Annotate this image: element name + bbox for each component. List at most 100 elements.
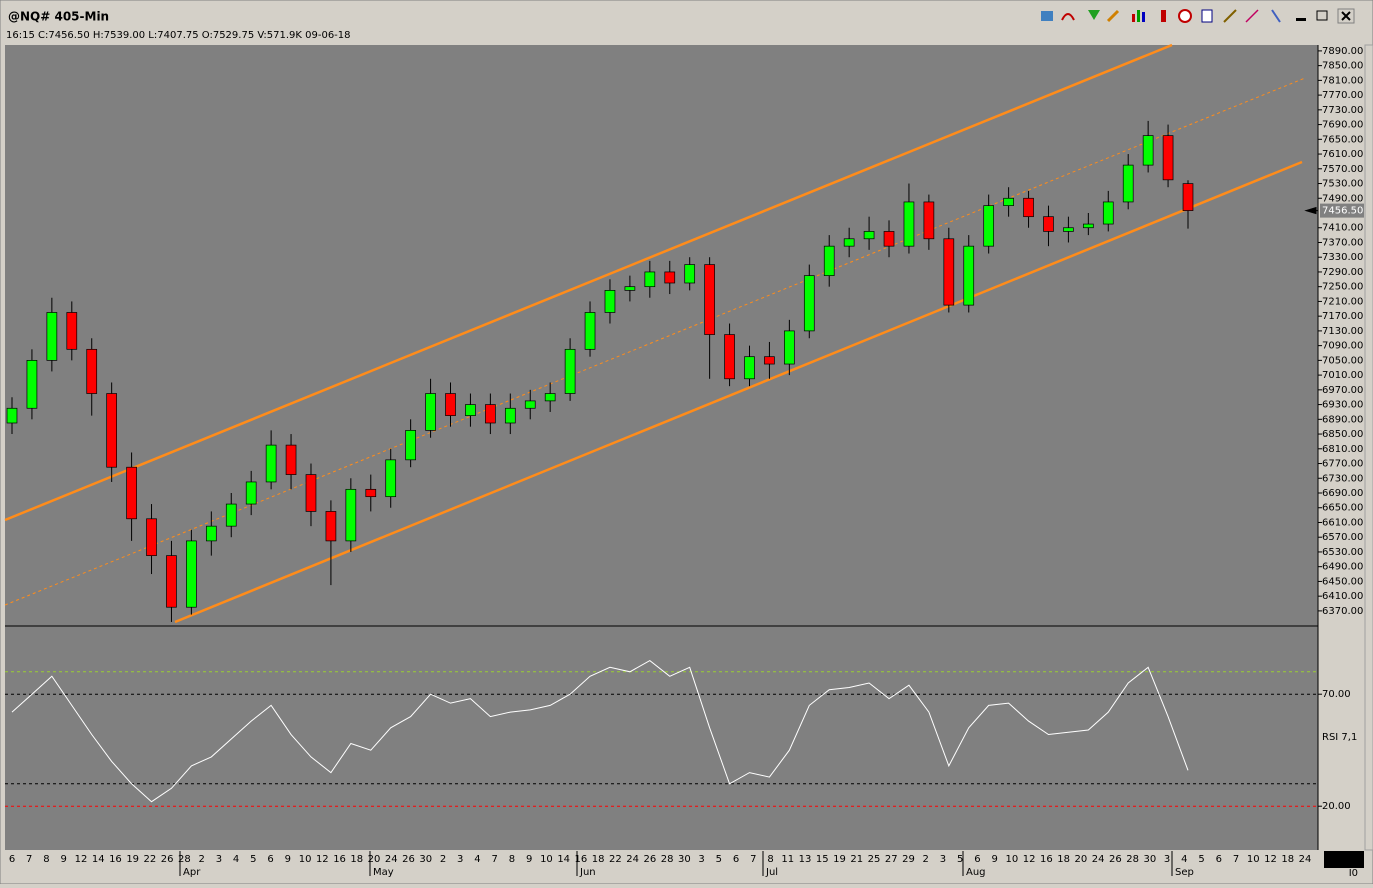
x-tick-label: 4: [233, 854, 239, 865]
x-tick-label: 15: [816, 854, 829, 865]
x-tick-label: 19: [833, 854, 846, 865]
y-tick-label: 7690.00: [1322, 120, 1363, 131]
tool-icon[interactable]: [1142, 12, 1145, 22]
y-tick-label: 6490.00: [1322, 562, 1363, 573]
candle-body: [445, 393, 456, 416]
x-tick-label: 16: [109, 854, 122, 865]
x-tick-label: 21: [850, 854, 863, 865]
x-tick-label: 13: [799, 854, 812, 865]
candle-body: [385, 459, 397, 498]
x-tick-label: 10: [1006, 854, 1019, 865]
info-line: 16:15 C:7456.50 H:7539.00 L:7407.75 O:75…: [6, 30, 351, 41]
tool-icon[interactable]: [1106, 9, 1120, 23]
y-tick-label: 7050.00: [1322, 355, 1363, 366]
y-tick-label: 7410.00: [1322, 223, 1363, 234]
x-tick-label: 7: [750, 854, 756, 865]
x-tick-label: 7: [26, 854, 32, 865]
y-tick-label: 7570.00: [1322, 164, 1363, 175]
x-tick-label: 18: [350, 854, 363, 865]
x-tick-label: 3: [216, 854, 222, 865]
month-label: Apr: [183, 867, 201, 878]
tool-icon[interactable]: [1088, 10, 1100, 20]
y-tick-label: 7090.00: [1322, 341, 1363, 352]
y-tick-label: 7370.00: [1322, 237, 1363, 248]
tool-icon[interactable]: [1161, 10, 1166, 22]
x-tick-label: 12: [1023, 854, 1036, 865]
candle-body: [664, 271, 676, 284]
y-tick-label: 6770.00: [1322, 459, 1363, 470]
x-tick-label: 2: [923, 854, 929, 865]
x-tick-label: 18: [1281, 854, 1294, 865]
toolbar: [1041, 8, 1355, 24]
candle-body: [345, 488, 357, 542]
candle-body: [684, 264, 696, 284]
month-label: Jul: [765, 867, 778, 878]
x-tick-label: 8: [509, 854, 515, 865]
tool-icon[interactable]: [1041, 11, 1053, 21]
candle-body: [405, 430, 416, 461]
candle-body: [26, 360, 38, 409]
candle-body: [524, 400, 536, 409]
x-tick-label: 27: [885, 854, 898, 865]
corner-label: I0: [1349, 868, 1358, 879]
month-label: Aug: [966, 867, 986, 878]
y-tick-label: 6850.00: [1322, 429, 1363, 440]
y-tick-label: 6650.00: [1322, 503, 1363, 514]
candle-body: [285, 444, 297, 475]
y-tick-label: 7210.00: [1322, 296, 1363, 307]
x-tick-label: 20: [1075, 854, 1088, 865]
x-tick-label: 6: [1216, 854, 1222, 865]
channel-lower: [174, 160, 1303, 624]
candle-body: [724, 334, 735, 380]
candle-body: [704, 264, 715, 335]
x-tick-label: 19: [126, 854, 139, 865]
tool-icon[interactable]: [1061, 13, 1075, 21]
x-tick-label: 12: [75, 854, 88, 865]
y-tick-label: 7130.00: [1322, 326, 1363, 337]
tool-icon[interactable]: [1245, 9, 1259, 23]
x-tick-label: 3: [457, 854, 463, 865]
tool-icon[interactable]: [1178, 9, 1192, 23]
tool-icon[interactable]: [1223, 9, 1237, 23]
candle-body: [923, 201, 935, 240]
channel: [4, 43, 1306, 624]
y-tick-label: 6530.00: [1322, 547, 1363, 558]
x-tick-label: 26: [402, 854, 415, 865]
x-tick-label: 26: [644, 854, 657, 865]
candle-body: [604, 290, 616, 313]
tool-icon[interactable]: [1137, 10, 1140, 22]
y-tick-label: 7330.00: [1322, 252, 1363, 263]
candle-body: [425, 393, 436, 431]
x-tick-label: 3: [698, 854, 704, 865]
tool-icon[interactable]: [1132, 14, 1135, 22]
x-tick-label: 4: [1181, 854, 1187, 865]
tool-icon[interactable]: [1271, 9, 1281, 23]
candle-body: [126, 466, 137, 520]
x-tick-label: 5: [250, 854, 256, 865]
x-tick-label: 9: [526, 854, 532, 865]
month-label: Sep: [1175, 867, 1194, 878]
x-tick-label: 22: [144, 854, 157, 865]
y-tick-label: 7810.00: [1322, 75, 1363, 86]
candle-body: [485, 404, 496, 424]
minimize-button[interactable]: [1296, 18, 1306, 21]
candle-body: [186, 540, 197, 608]
x-tick-label: 26: [1109, 854, 1122, 865]
scrollbar[interactable]: [1364, 44, 1373, 851]
x-tick-label: 14: [557, 854, 570, 865]
candle-body: [305, 474, 317, 512]
tool-icon[interactable]: [1201, 9, 1213, 23]
candle-body: [1102, 201, 1114, 225]
candle-body: [106, 393, 117, 468]
candle-body: [1182, 183, 1194, 211]
candle-body: [863, 231, 875, 240]
candle-body: [46, 312, 58, 361]
candle-body: [564, 348, 576, 394]
candle-body: [325, 511, 337, 542]
x-tick-label: 3: [1164, 854, 1170, 865]
y-tick-label: 6570.00: [1322, 532, 1363, 543]
maximize-button[interactable]: [1316, 10, 1328, 21]
x-tick-label: 11: [781, 854, 794, 865]
channel-upper: [4, 43, 1173, 522]
